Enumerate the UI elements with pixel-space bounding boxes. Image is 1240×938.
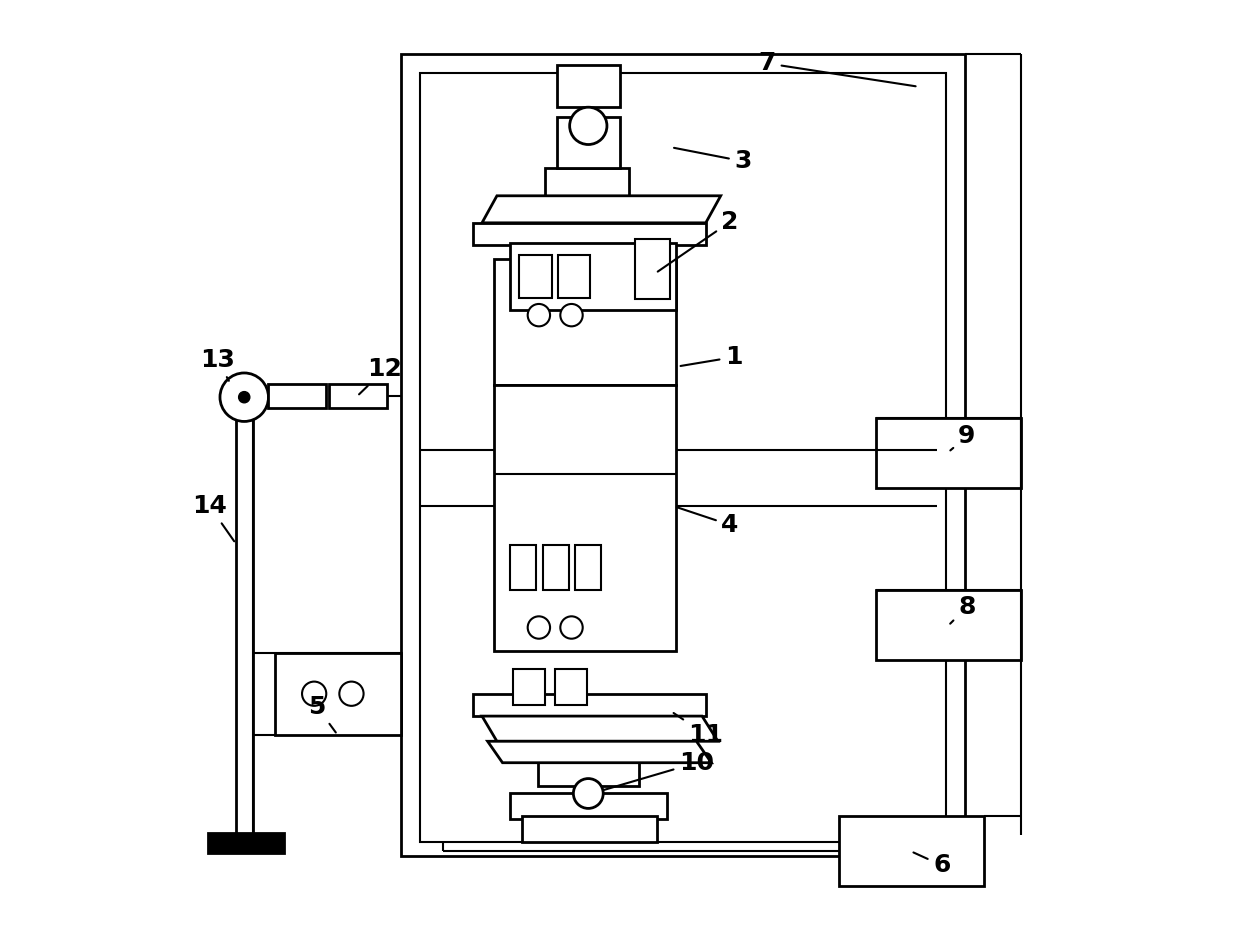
Bar xyxy=(635,238,671,299)
Text: 11: 11 xyxy=(673,713,723,747)
Circle shape xyxy=(238,391,249,402)
Bar xyxy=(554,670,588,705)
Circle shape xyxy=(560,616,583,639)
Bar xyxy=(538,762,639,786)
Bar xyxy=(419,73,946,842)
Text: 1: 1 xyxy=(681,345,743,370)
Bar xyxy=(877,590,1021,660)
Bar xyxy=(557,66,620,107)
Text: 7: 7 xyxy=(759,52,915,86)
Bar xyxy=(839,816,983,885)
Circle shape xyxy=(573,779,603,809)
Bar xyxy=(275,653,401,734)
Bar xyxy=(510,793,667,819)
Bar xyxy=(494,259,676,386)
Text: 8: 8 xyxy=(950,595,976,624)
Bar xyxy=(575,546,601,590)
Circle shape xyxy=(219,373,269,421)
Bar xyxy=(269,385,326,408)
Text: 4: 4 xyxy=(677,507,739,537)
Bar xyxy=(401,54,965,856)
Polygon shape xyxy=(482,196,720,223)
Text: 14: 14 xyxy=(192,494,234,541)
Circle shape xyxy=(560,304,583,326)
Polygon shape xyxy=(482,716,718,741)
Bar xyxy=(558,255,590,298)
Text: 3: 3 xyxy=(675,148,751,174)
Bar xyxy=(329,385,387,408)
Polygon shape xyxy=(487,741,712,763)
Bar xyxy=(877,417,1021,488)
Bar xyxy=(522,816,657,842)
Text: 2: 2 xyxy=(657,210,739,272)
Bar xyxy=(546,168,630,196)
Bar xyxy=(520,255,552,298)
Bar xyxy=(472,694,706,716)
Bar xyxy=(557,116,620,168)
Bar xyxy=(494,386,676,651)
Circle shape xyxy=(569,107,606,144)
Bar xyxy=(513,670,546,705)
Circle shape xyxy=(528,304,551,326)
Bar xyxy=(510,243,676,310)
Bar xyxy=(510,546,536,590)
Text: 13: 13 xyxy=(200,348,234,381)
Text: 5: 5 xyxy=(309,695,336,733)
Bar xyxy=(472,223,706,245)
Text: 10: 10 xyxy=(604,750,714,790)
Circle shape xyxy=(528,616,551,639)
Bar xyxy=(543,546,569,590)
Text: 9: 9 xyxy=(950,424,976,450)
Circle shape xyxy=(303,682,326,705)
Circle shape xyxy=(340,682,363,705)
Text: 6: 6 xyxy=(914,853,950,877)
Bar xyxy=(208,833,284,854)
Text: 12: 12 xyxy=(360,357,403,394)
